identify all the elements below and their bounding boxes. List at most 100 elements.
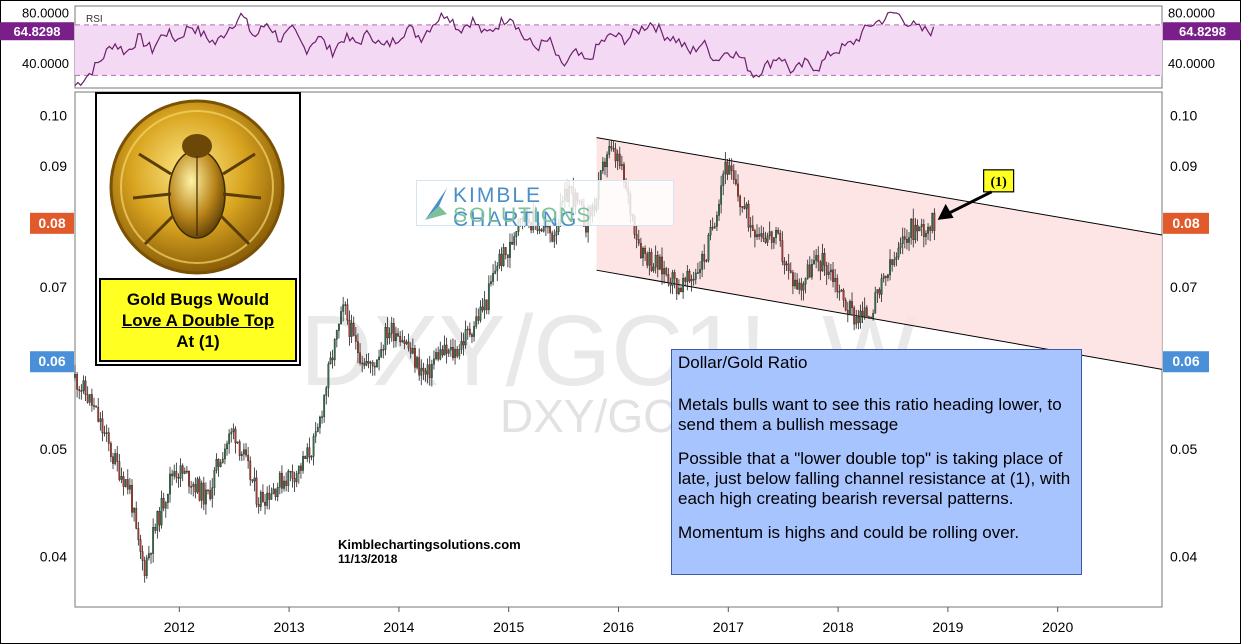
candle-body <box>352 322 355 336</box>
note-title: Dollar/Gold Ratio <box>678 353 808 372</box>
candle-body <box>384 327 387 350</box>
candle-body <box>906 239 908 243</box>
candle-body <box>498 253 501 267</box>
candle-body <box>445 344 448 354</box>
candle-body <box>257 504 260 507</box>
candle-body <box>813 260 815 265</box>
candle-body <box>650 252 653 271</box>
candle-body <box>789 270 792 273</box>
x-tick-label: 2016 <box>603 619 634 635</box>
candle-body <box>137 528 140 540</box>
candle-body <box>673 272 676 279</box>
coin-panel: Gold Bugs Would Love A Double Top At (1) <box>95 92 301 366</box>
candle-body <box>304 456 307 459</box>
candle-body <box>365 361 368 366</box>
candle-body <box>148 553 150 559</box>
candle-body <box>397 333 399 337</box>
candle-body <box>245 449 247 456</box>
candle-body <box>392 322 395 341</box>
candle-body <box>90 394 93 406</box>
candle-body <box>251 479 254 482</box>
candle-body <box>635 234 638 240</box>
candle-body <box>487 283 490 311</box>
candle-body <box>329 357 332 365</box>
candle-body <box>823 252 826 266</box>
candle-body <box>323 395 326 417</box>
candle-body <box>849 301 851 314</box>
note-para3: Momentum is highs and could be rolling o… <box>678 523 1020 542</box>
candle-body <box>544 225 547 228</box>
candle-body <box>259 492 262 507</box>
candle-body <box>369 362 372 364</box>
candle-body <box>726 161 729 175</box>
candle-body <box>542 225 545 232</box>
coin-caption: Gold Bugs Would Love A Double Top At (1) <box>99 278 297 362</box>
coin-caption-line1: Gold Bugs Would <box>126 289 270 309</box>
candle-body <box>278 472 281 488</box>
candle-body <box>914 224 917 241</box>
candle-body <box>485 299 488 311</box>
candle-body <box>287 470 290 486</box>
candle-body <box>684 278 687 282</box>
candle-body <box>475 316 478 327</box>
candle-body <box>234 428 237 444</box>
candle-body <box>219 462 222 467</box>
rsi-badge-left <box>0 22 74 41</box>
candle-body <box>903 236 906 240</box>
candle-body <box>435 352 437 360</box>
candle-body <box>88 394 91 403</box>
candle-body <box>319 416 321 428</box>
candle-body <box>709 226 712 236</box>
candle-body <box>310 456 313 458</box>
candle-body <box>399 336 402 343</box>
candle-body <box>443 344 446 356</box>
candle-body <box>713 226 716 228</box>
rsi-badges: 64.8298 64.8298 <box>0 22 1241 41</box>
candle-body <box>430 364 433 378</box>
note-para1: Metals bulls want to see this ratio head… <box>678 395 1062 434</box>
candle-body <box>479 306 482 321</box>
candle-body <box>658 256 661 270</box>
candle-body <box>832 269 834 282</box>
candle-body <box>426 364 429 375</box>
candle-body <box>853 307 856 325</box>
rsi-badge-right <box>1163 22 1241 41</box>
candle-body <box>779 232 782 241</box>
candle-body <box>696 272 699 274</box>
candle-body <box>78 389 81 391</box>
marker-label: (1) <box>990 175 1007 190</box>
candle-body <box>874 292 877 314</box>
candle-body <box>464 329 467 346</box>
candle-body <box>878 289 881 295</box>
candle-body <box>865 307 868 319</box>
logo-watermark: KIMBLE CHARTING SOLUTIONS <box>416 180 674 231</box>
candle-body <box>933 212 936 231</box>
candle-body <box>699 269 701 273</box>
candle-body <box>224 448 226 460</box>
candle-body <box>340 311 342 325</box>
candle-body <box>747 203 750 228</box>
candle-body <box>836 277 839 292</box>
candle-body <box>511 241 513 245</box>
rsi-label: RSI <box>86 14 103 25</box>
candle-body <box>357 341 359 354</box>
rsi-badge-right-label: 64.8298 <box>1179 24 1226 39</box>
candle-body <box>811 263 813 278</box>
candle-body <box>205 489 207 505</box>
candle-body <box>732 170 735 180</box>
candle-body <box>715 215 718 227</box>
candle-body <box>599 170 602 181</box>
candle-body <box>350 322 353 337</box>
candle-body <box>228 433 231 444</box>
price-badge-right <box>1163 212 1209 234</box>
candle-body <box>889 259 891 276</box>
candle-body <box>101 418 104 434</box>
candle-body <box>734 179 737 185</box>
candle-body <box>610 146 613 149</box>
candle-body <box>139 539 142 552</box>
candle-body <box>93 405 95 407</box>
candle-body <box>238 441 241 456</box>
candle-body <box>817 255 820 263</box>
candle-body <box>424 370 427 375</box>
candle-body <box>207 489 209 492</box>
